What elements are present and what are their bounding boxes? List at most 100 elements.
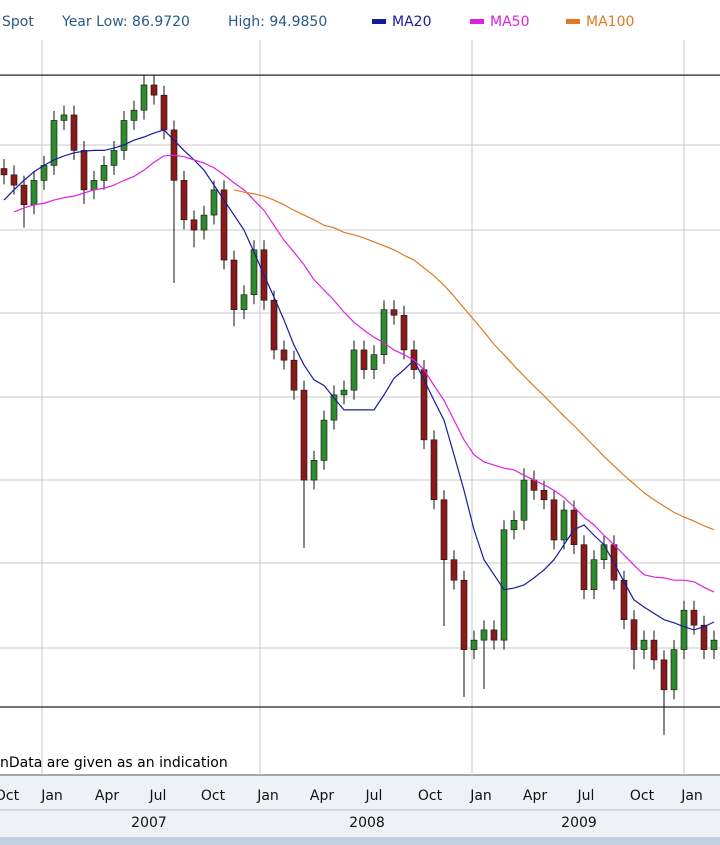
ma-line (13, 154, 715, 593)
candle-body (680, 609, 688, 650)
candle-body (520, 479, 528, 521)
candle-body (600, 544, 608, 561)
legend-swatch (566, 19, 580, 24)
candle-body (180, 180, 188, 221)
candle-body (310, 460, 318, 481)
candle-body (640, 639, 648, 650)
month-label: Oct (201, 788, 226, 804)
candle-body (150, 84, 158, 96)
candle-body (500, 529, 508, 641)
candle-body (450, 559, 458, 581)
month-label: Jul (365, 788, 383, 804)
month-label: Jan (680, 788, 703, 804)
candle-body (710, 639, 718, 650)
candle-body (250, 249, 258, 296)
candle-body (650, 639, 658, 661)
candle-body (40, 165, 48, 181)
ma-line (233, 189, 715, 531)
candle-body (290, 359, 298, 391)
candle-body (320, 419, 328, 461)
bottom-bar (0, 837, 720, 845)
candle-body (440, 499, 448, 561)
plot (0, 74, 718, 735)
candle-body (220, 189, 228, 261)
candle-body (140, 84, 148, 111)
month-label: Oct (0, 788, 20, 804)
candle-body (390, 309, 398, 316)
month-label: Jan (256, 788, 279, 804)
candle-body (470, 639, 478, 650)
grid (0, 40, 720, 775)
candle-body (430, 439, 438, 501)
year-label: 2007 (131, 815, 167, 831)
candle-body (50, 120, 58, 166)
candle-body (460, 579, 468, 650)
month-label: Oct (630, 788, 655, 804)
candle-body (690, 609, 698, 626)
legend-swatch (470, 19, 484, 24)
candle-body (360, 349, 368, 370)
candle-body (160, 94, 168, 131)
candle-body (110, 150, 118, 166)
candle-body (480, 629, 488, 641)
candle-body (490, 629, 498, 641)
legend-swatch (372, 19, 386, 24)
candle-body (540, 490, 548, 501)
month-label: Jan (469, 788, 492, 804)
axis-band (0, 775, 720, 837)
note: nData are given as an indication (0, 755, 228, 771)
candle-body (580, 544, 588, 590)
candle-body (350, 349, 358, 391)
instrument: Spot (2, 14, 34, 30)
month-label: Apr (310, 788, 334, 804)
legend-label: MA50 (490, 14, 529, 30)
year-label: 2009 (561, 815, 597, 831)
candle-body (20, 184, 28, 206)
candle-body (280, 349, 288, 361)
candle-body (620, 579, 628, 620)
month-label: Apr (95, 788, 119, 804)
legend-label: MA100 (586, 14, 634, 30)
candle-body (130, 109, 138, 121)
plot-background (0, 0, 720, 775)
candle-body (240, 294, 248, 311)
candle-body (660, 659, 668, 691)
candle-body (200, 214, 208, 231)
candle-body (210, 189, 218, 216)
candle-body (560, 509, 568, 541)
candle-body (230, 259, 238, 311)
legend-label: MA20 (392, 14, 431, 30)
candle-body (90, 180, 98, 191)
candle-body (380, 309, 388, 355)
candle-body (590, 559, 598, 590)
year-low: Year Low: 86.9720 (61, 14, 190, 30)
candle-body (330, 394, 338, 421)
candle-body (400, 314, 408, 351)
candle-body (570, 509, 578, 546)
candle-body (370, 354, 378, 370)
candle-body (340, 389, 348, 396)
candle-body (510, 519, 518, 531)
header: Spot Year Low: 86.9720 High: 94.9850 (2, 14, 327, 30)
candle-body (630, 619, 638, 650)
candle-body (30, 180, 38, 206)
candle-body (100, 165, 108, 181)
month-label: Jul (577, 788, 595, 804)
candle-body (270, 299, 278, 351)
candle-body (80, 150, 88, 191)
candle-body (300, 389, 308, 481)
ma-line (3, 129, 715, 631)
candle-body (550, 499, 558, 541)
candle-body (60, 114, 68, 121)
candle-body (670, 649, 678, 691)
month-label: Jan (40, 788, 63, 804)
candle-body (190, 219, 198, 231)
candle-body (70, 114, 78, 151)
year-label: 2008 (349, 815, 385, 831)
candle-body (700, 624, 708, 650)
candle-body (0, 168, 8, 176)
candle-body (120, 120, 128, 151)
month-label: Jul (149, 788, 167, 804)
candle-body (10, 174, 18, 186)
